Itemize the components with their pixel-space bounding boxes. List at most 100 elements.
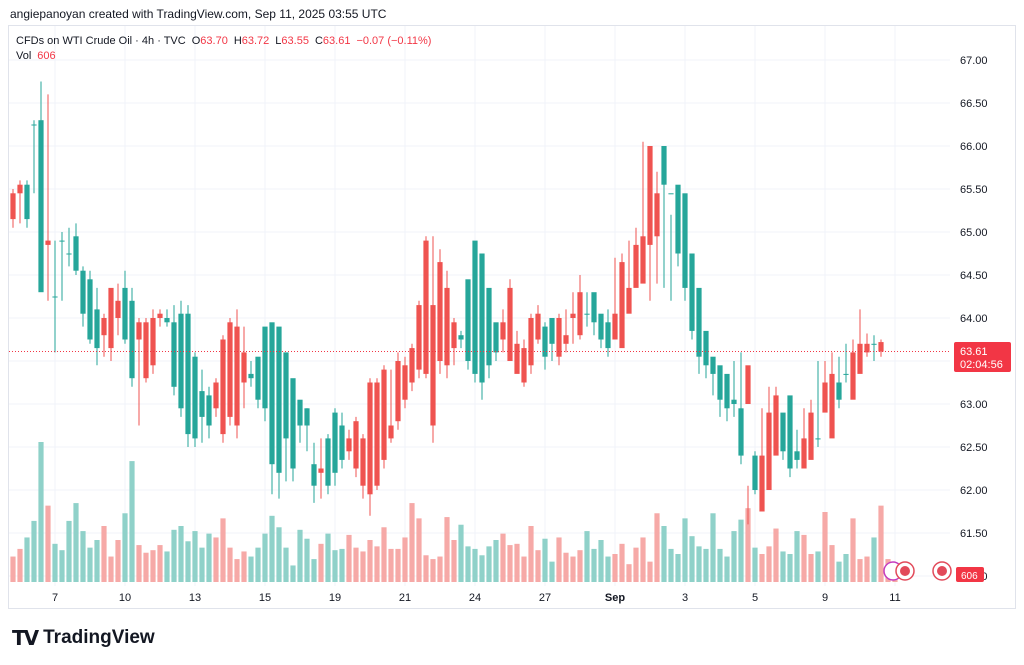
candle — [563, 309, 569, 353]
candle — [570, 292, 576, 344]
candle — [577, 275, 583, 340]
candle-body — [759, 455, 765, 512]
candle — [129, 287, 135, 387]
candle — [115, 283, 121, 336]
candle-body — [675, 184, 681, 254]
volume-bar — [437, 556, 443, 582]
tradingview-logo[interactable]: TV TradingView — [12, 626, 155, 650]
candle-body — [430, 305, 436, 426]
volume-bar — [451, 540, 457, 582]
price-chart[interactable]: 67.0066.5066.0065.5065.0064.5064.0063.50… — [0, 0, 1024, 620]
x-tick-label: 27 — [539, 592, 551, 604]
candle — [38, 81, 44, 293]
x-axis-labels: 7 10 13 15 19 21 24 27 Sep 3 5 9 11 — [52, 592, 901, 604]
volume-bar — [45, 505, 51, 582]
chart-frame — [8, 25, 1016, 609]
x-tick-label: 9 — [822, 592, 828, 604]
volume-bar — [577, 550, 583, 582]
candle-body — [864, 343, 870, 353]
candle — [423, 236, 429, 379]
candle — [122, 270, 128, 344]
volume-bar — [52, 543, 58, 582]
volume-bar — [17, 548, 23, 582]
volume-bar — [353, 547, 359, 582]
candle-body — [794, 451, 800, 460]
candle — [318, 438, 324, 499]
candle-body — [108, 287, 114, 349]
candle — [710, 356, 716, 396]
volume-bar — [528, 526, 534, 582]
candle — [311, 442, 317, 503]
candle — [17, 180, 23, 224]
candle — [192, 352, 198, 447]
candle — [528, 313, 534, 374]
volume-bar — [773, 528, 779, 582]
candle — [871, 335, 877, 361]
candle-body — [31, 124, 37, 126]
volume-bar — [591, 548, 597, 582]
candle — [297, 399, 303, 443]
candle — [717, 365, 723, 417]
volume-bar — [724, 556, 730, 582]
volume-bar — [234, 559, 240, 582]
candle-body — [66, 253, 72, 255]
candle-body — [843, 373, 849, 375]
candle — [269, 322, 275, 495]
candle — [640, 141, 646, 284]
candle-body — [591, 292, 597, 323]
volume-bar — [696, 546, 702, 582]
candle — [59, 232, 65, 301]
candle-body — [227, 322, 233, 417]
candle — [178, 300, 184, 417]
candle-body — [626, 287, 632, 314]
economic-events[interactable] — [883, 561, 952, 581]
candle-body — [423, 240, 429, 374]
candle-body — [605, 322, 611, 349]
candle-body — [514, 343, 520, 374]
volume-bar — [521, 556, 527, 582]
candle — [290, 378, 296, 482]
volume-bar — [262, 533, 268, 582]
volume-bar — [374, 546, 380, 582]
candle-body — [598, 313, 604, 340]
candle-body — [73, 236, 79, 271]
candle-body — [654, 193, 660, 237]
candle — [332, 408, 338, 486]
candle — [654, 171, 660, 284]
volume-bar — [542, 538, 548, 582]
candle-body — [801, 438, 807, 469]
candle-body — [353, 421, 359, 469]
candle — [857, 309, 863, 374]
volume-bar — [584, 531, 590, 582]
candle-body — [717, 365, 723, 400]
candle — [171, 305, 177, 396]
candle-body — [220, 339, 226, 435]
volume-bar — [206, 533, 212, 582]
candle — [584, 292, 590, 327]
candle-body — [619, 262, 625, 349]
candle — [731, 361, 737, 417]
volume-bar — [535, 550, 541, 582]
tradingview-logo-text: TradingView — [43, 627, 155, 648]
legend-low-label: L — [275, 35, 282, 47]
candle-body — [850, 352, 856, 400]
candle — [780, 412, 786, 460]
volume-bar — [227, 547, 233, 582]
volume-bar — [129, 461, 135, 582]
candle-body — [787, 395, 793, 469]
volume-bar — [479, 555, 485, 582]
legend-volume-label[interactable]: Vol — [16, 50, 32, 62]
event-flag-dot — [900, 566, 910, 576]
y-tick-label: 65.00 — [960, 227, 988, 239]
candle — [759, 408, 765, 512]
candle-body — [304, 408, 310, 426]
candle-body — [528, 318, 534, 366]
candle — [493, 322, 499, 361]
candle-body — [402, 365, 408, 400]
candle-body — [479, 253, 485, 383]
candle-body — [766, 412, 772, 490]
candle-body — [640, 236, 646, 284]
legend-symbol[interactable]: CFDs on WTI Crude Oil · 4h · TVC — [16, 35, 186, 47]
candle-body — [122, 287, 128, 340]
volume-bar — [360, 551, 366, 582]
